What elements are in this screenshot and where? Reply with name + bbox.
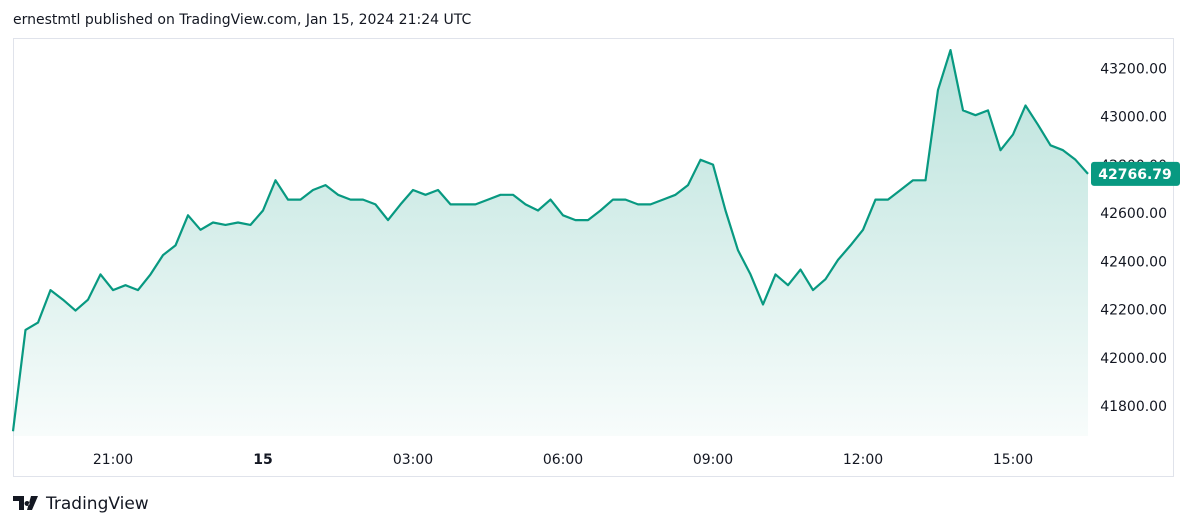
x-tick-label: 03:00 xyxy=(393,452,433,468)
header-text: ernestmtl published on TradingView.com, … xyxy=(13,12,471,28)
plot-area: 41800.00 42000.00 42200.00 42400.00 42600.00… xyxy=(11,49,1180,468)
area-fill xyxy=(13,50,1088,436)
x-tick-label: 15:00 xyxy=(993,452,1033,468)
y-tick-label: 42000.00 xyxy=(1100,351,1167,367)
last-price-tag xyxy=(1091,161,1180,186)
y-tick-label: 42200.00 xyxy=(1100,303,1167,319)
last-price-label: 42766.79 xyxy=(1098,167,1172,183)
footer-logo xyxy=(13,496,38,510)
x-tick-label: 09:00 xyxy=(693,452,733,468)
y-tick-label: 43200.00 xyxy=(1100,61,1167,77)
x-tick-label: 15 xyxy=(253,452,272,468)
y-tick-label: 42600.00 xyxy=(1100,206,1167,222)
y-tick-label: 41800.00 xyxy=(1100,399,1167,415)
chart-frame xyxy=(13,38,1174,477)
y-tick-label: 42400.00 xyxy=(1100,254,1167,270)
x-tick-label: 21:00 xyxy=(93,452,133,468)
footer-brand: TradingView xyxy=(45,494,149,514)
y-tick-label: 43000.00 xyxy=(1100,110,1167,126)
x-tick-label: 12:00 xyxy=(843,452,883,468)
price-line xyxy=(11,49,1089,432)
x-tick-label: 06:00 xyxy=(543,452,583,468)
